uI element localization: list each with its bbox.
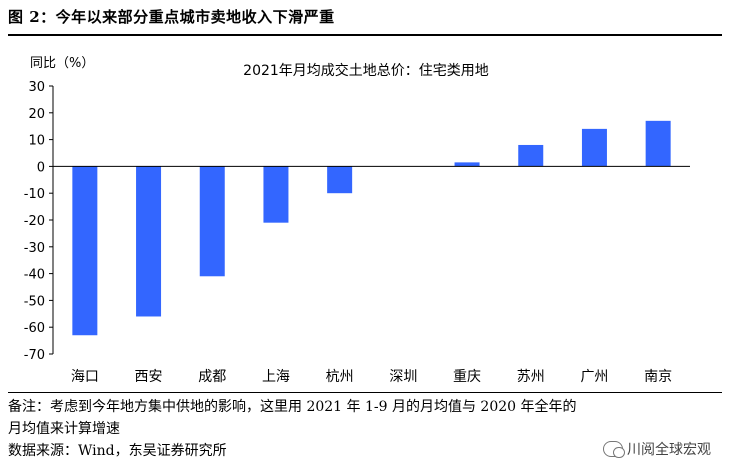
bar — [199, 166, 225, 277]
bar — [72, 166, 98, 336]
chart-title: 2021年月均成交土地总价：住宅类用地 — [243, 62, 489, 79]
watermark-text: 川阅全球宏观 — [627, 442, 711, 458]
x-tick-label: 南京 — [644, 369, 672, 385]
y-tick-label: -40 — [24, 268, 45, 283]
notes-rule — [8, 392, 722, 393]
note-line-2: 月均值来计算增速 — [8, 421, 120, 437]
watermark: 川阅全球宏观 — [603, 439, 711, 459]
y-tick-label: -20 — [24, 214, 45, 229]
bar — [581, 128, 607, 167]
chart-svg: 2021年月均成交土地总价：住宅类用地 同比（%） 30 20 10 0 -10 -20 -… — [24, 56, 690, 385]
bar — [327, 166, 353, 194]
y-tick-label: 20 — [28, 107, 45, 122]
notes: 备注：考虑到今年地方集中供地的影响，这里用 2021 年 1-9 月的月均值与 … — [8, 396, 722, 462]
y-tick-label: -30 — [24, 241, 45, 256]
y-tick-label: -10 — [24, 187, 45, 202]
note-line-1: 备注：考虑到今年地方集中供地的影响，这里用 2021 年 1-9 月的月均值与 … — [8, 399, 577, 415]
source-line: 数据来源：Wind，东吴证券研究所 — [8, 443, 227, 459]
y-tick-label: -70 — [24, 348, 45, 363]
y-axis-label: 同比（%） — [30, 56, 94, 71]
bar — [645, 120, 671, 167]
bar — [454, 162, 480, 167]
x-tick-label: 深圳 — [389, 369, 417, 385]
x-tick-label: 西安 — [135, 369, 163, 385]
bars — [72, 120, 671, 336]
bar-chart: 2021年月均成交土地总价：住宅类用地 同比（%） 30 20 10 0 -10 -20 -… — [0, 36, 733, 392]
x-tick-label: 成都 — [198, 369, 226, 385]
x-tick-label: 广州 — [580, 369, 608, 385]
x-axis: 海口 西安 成都 上海 杭州 深圳 重庆 苏州 广州 南京 — [53, 165, 690, 385]
x-tick-label: 海口 — [71, 369, 99, 385]
x-tick-label: 上海 — [262, 369, 290, 385]
x-tick-label: 杭州 — [326, 369, 354, 385]
y-tick-label: 0 — [37, 160, 45, 175]
bar — [136, 166, 162, 317]
y-axis: 30 20 10 0 -10 -20 -30 -40 -50 -60 -70 — [24, 80, 54, 363]
title-rule — [8, 34, 722, 36]
y-tick-label: -60 — [24, 321, 45, 336]
y-tick-label: 10 — [28, 134, 45, 149]
y-tick-label: 30 — [28, 80, 45, 95]
bar — [263, 166, 289, 223]
x-tick-label: 苏州 — [517, 369, 545, 385]
wechat-icon — [603, 441, 625, 458]
figure-title: 图 2：今年以来部分重点城市卖地收入下滑严重 — [8, 8, 335, 26]
bar — [518, 144, 544, 167]
x-tick-label: 重庆 — [453, 369, 481, 385]
y-tick-label: -50 — [24, 294, 45, 309]
